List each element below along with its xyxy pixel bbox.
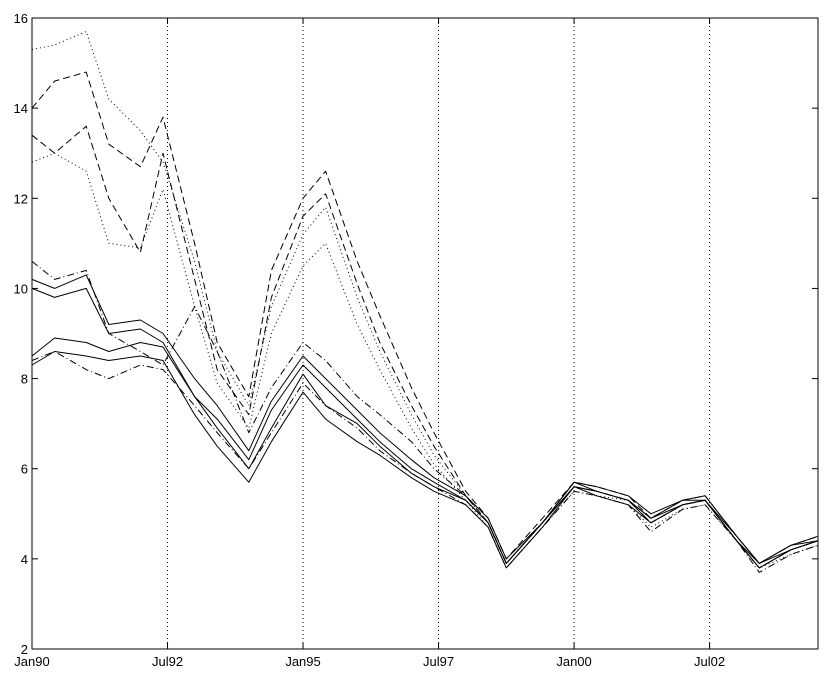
series-line-7 [31,31,819,569]
x-tick-label: Jul02 [694,654,725,669]
x-tick-label: Jan95 [285,654,320,669]
series-line-9 [31,261,819,569]
x-tick-label: Jan90 [14,654,49,669]
plot-frame [31,17,819,650]
y-tick-label: 12 [14,191,28,206]
y-tick-label: 4 [21,552,28,567]
series-line-8 [31,152,819,569]
series-line-5 [31,71,819,564]
y-tick-label: 2 [21,642,28,657]
x-tick-label: Jan00 [556,654,591,669]
y-tick-label: 14 [14,101,28,116]
y-tick-label: 8 [21,372,28,387]
y-tick-label: 16 [14,11,28,26]
x-tick-label: Jul97 [423,654,454,669]
series-layer [31,31,819,573]
series-line-2 [31,287,819,564]
y-tick-label: 6 [21,462,28,477]
series-line-6 [31,125,819,569]
ticks-layer: Jan90 Jul92 Jan95 Jul97 Jan00 Jul02 2 4 6 8 10 12 14… [14,11,818,669]
x-tick-label: Jul92 [152,654,183,669]
y-tick-label: 10 [14,281,28,296]
